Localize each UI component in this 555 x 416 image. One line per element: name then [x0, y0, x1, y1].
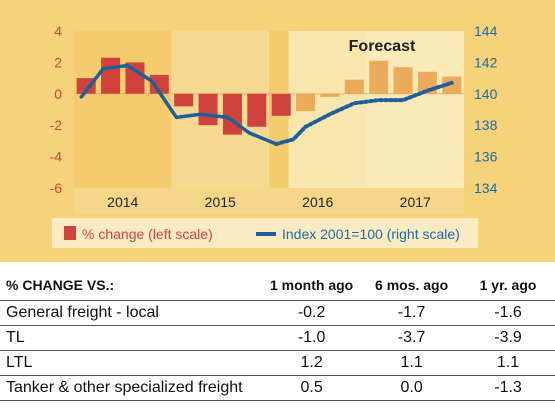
- row-value-1-year: 1.1: [461, 350, 555, 376]
- legend-swatch-bar: [64, 226, 76, 240]
- bar-2: [125, 62, 145, 94]
- row-value-6-months: -3.7: [362, 325, 462, 351]
- row-value-6-months: 0.0: [362, 375, 462, 401]
- forecast-label: Forecast: [349, 38, 416, 55]
- left-tick-label: -2: [50, 117, 63, 133]
- row-value-1-month: 1.2: [261, 350, 363, 376]
- x-axis-strip: [74, 188, 464, 214]
- right-tick-label: 138: [474, 117, 498, 133]
- year-band: [74, 31, 172, 188]
- left-tick-label: -6: [50, 180, 63, 196]
- row-value-1-year: -1.3: [461, 375, 555, 401]
- header-1-year: 1 yr. ago: [479, 277, 537, 293]
- table-row: Tanker & other specialized freight 0.5 0…: [0, 375, 555, 401]
- x-tick-label: 2017: [400, 194, 431, 210]
- index-line-forecast: [274, 80, 454, 147]
- bar-6: [222, 93, 242, 135]
- header-1-month: 1 month ago: [270, 277, 354, 293]
- row-value-6-months: 1.1: [362, 350, 462, 376]
- row-value-1-year: -3.9: [461, 325, 555, 351]
- row-label: General freight - local: [0, 300, 262, 326]
- left-tick-label: 4: [54, 23, 62, 39]
- header-change-vs: % CHANGE VS.:: [6, 277, 115, 293]
- table-row: TL -1.0 -3.7 -3.9: [0, 325, 555, 351]
- bar-13: [393, 67, 413, 94]
- index-line-actual: [79, 63, 279, 146]
- row-value-1-month: -0.2: [261, 300, 363, 326]
- legend-label-line: Index 2001=100 (right scale): [282, 226, 460, 242]
- bar-11: [344, 79, 364, 94]
- row-label: LTL: [0, 350, 262, 376]
- bar-1: [101, 57, 121, 94]
- left-tick-label: -4: [50, 149, 63, 165]
- x-tick-label: 2014: [107, 194, 138, 210]
- x-tick-label: 2015: [205, 194, 236, 210]
- bar-7: [247, 93, 267, 127]
- table-header-row: % CHANGE VS.: 1 month ago 6 mos. ago 1 y…: [0, 270, 555, 301]
- right-tick-label: 142: [474, 54, 498, 70]
- bar-5: [198, 93, 218, 126]
- left-tick-label: 0: [54, 86, 62, 102]
- right-tick-label: 144: [474, 23, 498, 39]
- change-table: % CHANGE VS.: 1 month ago 6 mos. ago 1 y…: [0, 270, 555, 401]
- bar-15: [442, 76, 462, 94]
- legend-label-bars: % change (left scale): [82, 226, 213, 242]
- row-label: Tanker & other specialized freight: [0, 375, 262, 401]
- row-label: TL: [0, 325, 262, 351]
- header-6-months: 6 mos. ago: [375, 277, 449, 293]
- table-row: General freight - local -0.2 -1.7 -1.6: [0, 300, 555, 326]
- forecast-band: [288, 31, 464, 188]
- table-row: LTL 1.2 1.1 1.1: [0, 350, 555, 376]
- bar-10: [320, 93, 340, 97]
- bar-8: [271, 93, 291, 116]
- row-value-1-month: 0.5: [261, 375, 363, 401]
- row-value-1-year: -1.6: [461, 300, 555, 326]
- x-tick-label: 2016: [302, 194, 333, 210]
- right-tick-label: 134: [474, 180, 498, 196]
- freight-chart: 4 2 0 -2 -4 -6 144 142 140 138 136 134 2014 2015 2016 2…: [50, 23, 498, 248]
- row-value-1-month: -1.0: [261, 325, 363, 351]
- right-tick-label: 140: [474, 86, 498, 102]
- right-tick-label: 136: [474, 149, 498, 165]
- bar-4: [174, 93, 194, 107]
- bar-12: [369, 60, 389, 94]
- row-value-6-months: -1.7: [362, 300, 462, 326]
- left-tick-label: 2: [54, 54, 62, 70]
- chart-panel: 4 2 0 -2 -4 -6 144 142 140 138 136 134 2014 2015 2016 2…: [0, 0, 555, 262]
- bar-3: [149, 74, 169, 94]
- bar-9: [296, 93, 316, 112]
